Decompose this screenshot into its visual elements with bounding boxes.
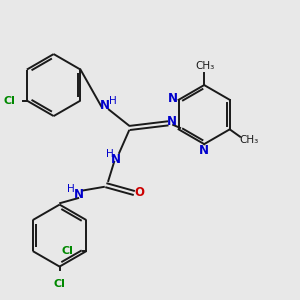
- Text: N: N: [100, 99, 110, 112]
- Text: Cl: Cl: [54, 279, 65, 289]
- Text: H: H: [109, 96, 117, 106]
- Text: CH₃: CH₃: [195, 61, 214, 71]
- Text: N: N: [111, 153, 121, 166]
- Text: H: H: [67, 184, 74, 194]
- Text: CH₃: CH₃: [239, 135, 259, 145]
- Text: O: O: [135, 186, 145, 199]
- Text: N: N: [167, 116, 177, 128]
- Text: Cl: Cl: [3, 96, 15, 106]
- Text: Cl: Cl: [62, 246, 74, 256]
- Text: N: N: [168, 92, 178, 105]
- Text: N: N: [74, 188, 84, 201]
- Text: H: H: [106, 149, 114, 159]
- Text: N: N: [199, 144, 209, 157]
